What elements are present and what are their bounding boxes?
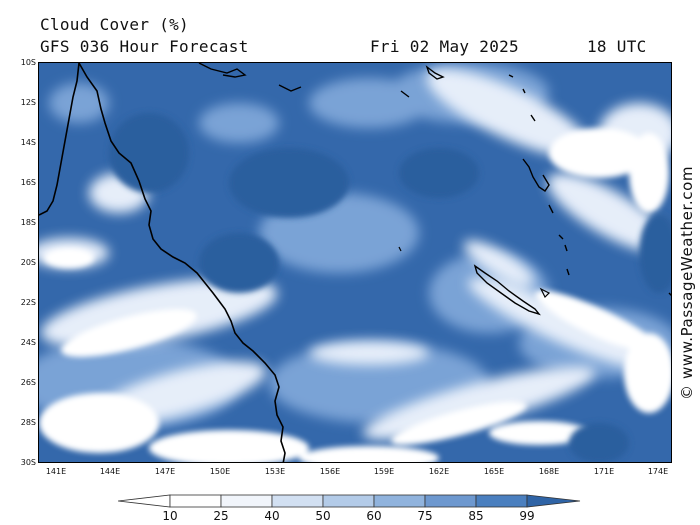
legend-label-40: 40 (264, 509, 280, 523)
legend-bin-10-25 (169, 494, 222, 508)
lat-label-28s: 28S (20, 418, 36, 427)
lon-label-168e: 168E (538, 467, 560, 476)
legend-bin-85-99 (475, 494, 528, 508)
map-canvas (39, 63, 671, 462)
australia-coastline (39, 63, 286, 462)
legend-label-85: 85 (468, 509, 484, 523)
lon-label-165e: 165E (483, 467, 505, 476)
chesterfield-outline (398, 246, 551, 299)
lon-label-174e: 174E (647, 467, 669, 476)
lat-label-12s: 12S (20, 98, 36, 107)
legend-label-10: 10 (162, 509, 178, 523)
legend-label-50: 50 (315, 509, 331, 523)
credit-watermark: © www.PassageWeather.com (678, 165, 696, 400)
map-title-parameter: Cloud Cover (%) (40, 15, 189, 34)
lat-label-14s: 14S (20, 138, 36, 147)
legend-bin-75-85 (424, 494, 477, 508)
cloud-field-dense (109, 113, 671, 462)
legend-bin-50-60 (322, 494, 375, 508)
lat-label-18s: 18S (20, 218, 36, 227)
legend-label-60: 60 (366, 509, 382, 523)
map-title-time: 18 UTC (587, 37, 647, 56)
cloud-cover-map (38, 62, 672, 463)
lat-label-10s: 10S (20, 58, 36, 67)
lon-label-147e: 147E (154, 467, 176, 476)
legend-bin-40-50 (271, 494, 324, 508)
lon-label-162e: 162E (428, 467, 450, 476)
lat-label-24s: 24S (20, 338, 36, 347)
lon-label-159e: 159E (373, 467, 395, 476)
lon-label-141e: 141E (45, 467, 67, 476)
fiji-outline (668, 292, 671, 296)
map-title-model: GFS 036 Hour Forecast (40, 37, 249, 56)
legend-arrow-high (526, 494, 581, 508)
lat-label-20s: 20S (20, 258, 36, 267)
lon-label-153e: 153E (264, 467, 286, 476)
legend-colorbar (118, 494, 581, 508)
cloud-field-clear (39, 128, 671, 462)
lon-label-156e: 156E (319, 467, 341, 476)
lat-label-16s: 16S (20, 178, 36, 187)
lon-label-150e: 150E (209, 467, 231, 476)
lon-label-144e: 144E (99, 467, 121, 476)
legend-label-75: 75 (417, 509, 433, 523)
lon-label-171e: 171E (593, 467, 615, 476)
map-title-date: Fri 02 May 2025 (370, 37, 519, 56)
legend-label-25: 25 (213, 509, 229, 523)
vanuatu-outline (522, 158, 570, 276)
legend-bin-25-40 (220, 494, 273, 508)
new-caledonia-outline (473, 264, 541, 316)
lat-label-30s: 30S (20, 458, 36, 467)
solomon-islands-outline (400, 65, 536, 122)
legend-arrow-low (118, 494, 171, 508)
legend-label-99: 99 (519, 509, 535, 523)
lat-label-22s: 22S (20, 298, 36, 307)
legend-bin-60-75 (373, 494, 426, 508)
lat-label-26s: 26S (20, 378, 36, 387)
papua-coastline (198, 63, 302, 92)
